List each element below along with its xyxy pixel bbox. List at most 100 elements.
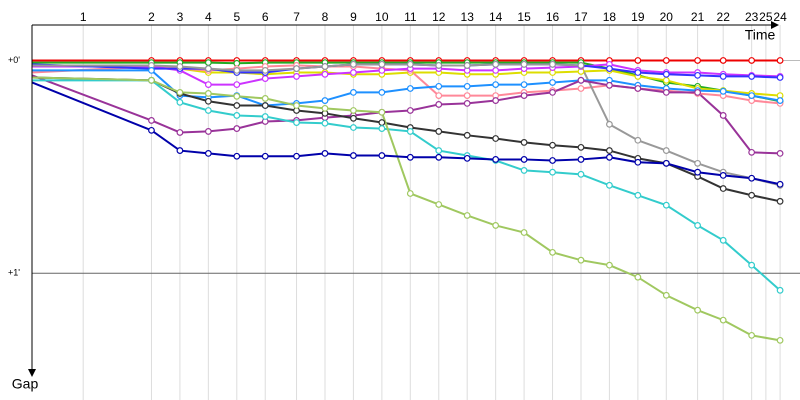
data-point [204, 90, 212, 97]
x-tick-label: 15 [517, 10, 531, 24]
data-point [406, 85, 414, 92]
data-point [549, 79, 556, 86]
x-tick-label: 8 [322, 10, 329, 24]
data-point [662, 159, 670, 167]
x-tick-label: 25 [759, 10, 773, 24]
data-point [719, 57, 727, 64]
series-line [31, 64, 781, 105]
data-point [549, 157, 556, 164]
data-point [463, 82, 471, 90]
data-point [350, 88, 357, 96]
data-point [492, 135, 500, 142]
data-point [776, 336, 784, 344]
data-point [435, 62, 443, 69]
x-tick-label: 16 [546, 10, 560, 24]
series-line [32, 61, 781, 103]
data-point [435, 201, 443, 208]
data-point [776, 286, 784, 294]
data-point [148, 117, 155, 124]
x-tick-label: 2 [148, 10, 155, 24]
series-line [31, 74, 781, 155]
data-point [776, 197, 784, 205]
series-line [32, 63, 781, 86]
data-point [261, 102, 269, 109]
data-point [634, 136, 642, 144]
data-point [176, 147, 184, 154]
data-point [606, 81, 613, 89]
data-point [577, 85, 585, 92]
data-point [662, 291, 670, 299]
data-point [662, 147, 670, 154]
data-point [748, 148, 756, 156]
data-point [520, 81, 528, 88]
data-point [293, 65, 300, 73]
data-point [406, 128, 414, 135]
data-point [577, 62, 585, 69]
data-point [549, 60, 556, 68]
y-tick-label: +0' [8, 55, 20, 65]
data-point [233, 152, 241, 160]
series-line [31, 81, 781, 186]
data-point [492, 97, 500, 104]
x-tick-label: 21 [691, 10, 705, 24]
x-tick-label: 5 [233, 10, 240, 24]
data-point [350, 60, 357, 68]
y-axis-label: Gap [12, 376, 39, 392]
series-line [32, 63, 781, 187]
data-point [492, 60, 500, 68]
data-point [549, 248, 556, 256]
data-point [606, 147, 613, 154]
data-point [233, 92, 241, 100]
data-point [719, 316, 727, 324]
plot-area [31, 57, 784, 344]
x-tick-label: 17 [574, 10, 588, 24]
data-point [520, 92, 528, 99]
data-point [261, 152, 269, 160]
data-point [634, 158, 642, 166]
data-point [719, 236, 727, 244]
data-point [435, 147, 443, 154]
data-point [694, 168, 701, 176]
data-point [176, 98, 184, 106]
data-point [606, 181, 613, 189]
data-point [776, 57, 784, 64]
data-point [520, 156, 528, 163]
data-point [549, 168, 556, 176]
data-point [577, 156, 585, 163]
data-point [176, 129, 184, 136]
data-point [378, 119, 386, 126]
data-point [378, 60, 386, 68]
data-point [719, 73, 727, 80]
x-tick-label: 13 [461, 10, 475, 24]
data-point [321, 150, 329, 157]
data-point [378, 108, 386, 116]
data-point [378, 125, 386, 132]
data-point [293, 152, 300, 160]
data-point [233, 112, 241, 119]
data-point [719, 171, 727, 179]
x-tick-label: 18 [603, 10, 617, 24]
data-point [634, 85, 642, 92]
data-point [520, 167, 528, 174]
data-point [463, 99, 471, 107]
data-point [261, 113, 269, 120]
data-point [463, 62, 471, 69]
x-tick-label: 12 [432, 10, 446, 24]
x-tick-label: 6 [262, 10, 269, 24]
data-point [748, 57, 756, 64]
data-point [435, 82, 443, 90]
x-tick-label: 10 [375, 10, 389, 24]
data-point [321, 97, 329, 104]
data-point [321, 104, 329, 112]
data-point [293, 73, 300, 80]
data-point [233, 102, 241, 109]
data-point [148, 67, 155, 74]
data-point [463, 92, 471, 99]
data-point [549, 88, 556, 96]
data-point [463, 154, 471, 162]
data-point [662, 201, 670, 209]
x-tick-label: 4 [205, 10, 212, 24]
series-line [31, 76, 781, 342]
data-point [204, 59, 212, 66]
data-point [350, 152, 357, 159]
